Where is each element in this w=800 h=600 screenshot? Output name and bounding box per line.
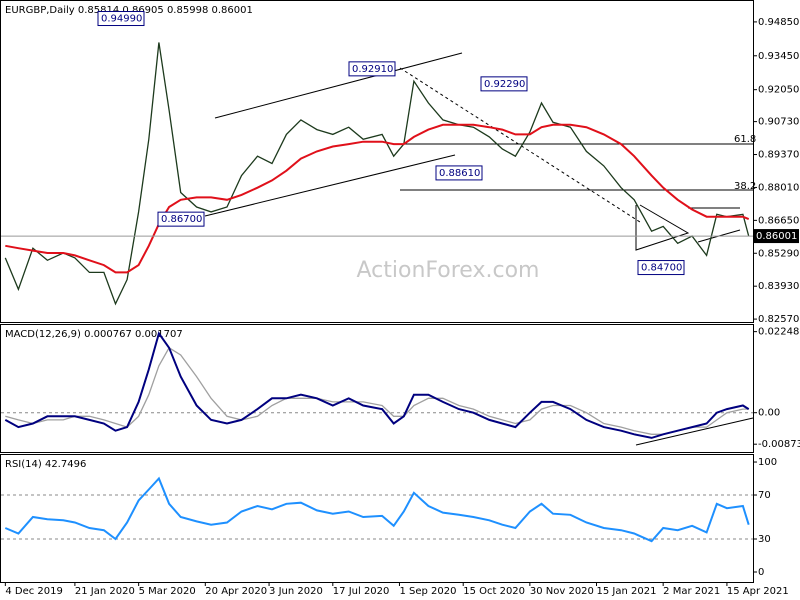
x-tick-label: 20 Apr 2020 [205,586,267,597]
x-tick-label: 2 Mar 2021 [663,586,720,597]
y-tick-label: -0.008736 [758,439,800,450]
y-tick-label: 0 [758,567,764,578]
y-tick-label: 100 [758,457,777,468]
macd-title: MACD(12,26,9) 0.000767 0.001707 [5,329,183,340]
y-tick-label: 0.89370 [758,150,799,161]
triangle [635,204,690,251]
y-tick-label: 0.00 [758,408,780,419]
annotation-label: 0.94990 [101,14,142,25]
annotation-label: 0.86700 [161,214,202,225]
x-tick-label: 30 Nov 2020 [530,586,594,597]
series-line [4,476,750,543]
annotation-box [157,211,205,227]
y-tick-label: 0.90730 [758,117,799,128]
annotation-label: 0.84700 [641,263,682,274]
x-tick-label: 1 Sep 2020 [399,586,456,597]
y-tick-label: 0.82570 [758,314,799,325]
annotation-label: 0.92290 [484,79,525,90]
y-tick-label: 70 [758,490,771,501]
fib-label: 38.2 [734,181,756,192]
y-tick-label: 0.88010 [758,182,799,193]
annotation-box [637,260,685,276]
x-tick-label: 3 Jun 2020 [269,586,323,597]
watermark: ActionForex.com [357,258,540,283]
macd-trend [635,417,754,446]
series-line [4,331,750,439]
series-line [4,42,750,306]
macd-panel [0,324,754,453]
rsi-panel [0,454,754,583]
last-price-box [753,229,799,244]
x-tick-label: 15 Oct 2020 [463,586,525,597]
x-tick-label: 21 Jan 2020 [75,586,135,597]
y-tick-label: 0.86650 [758,215,799,226]
y-tick-label: 0.94850 [758,17,799,28]
x-tick-label: 5 Mar 2020 [139,586,196,597]
annotation-label: 0.88610 [439,168,480,179]
y-tick-label: 0.83930 [758,281,799,292]
y-tick-label: 0.85290 [758,248,799,259]
annotation-label: 0.92910 [352,64,393,75]
y-tick-label: 30 [758,534,771,545]
annotation-box [480,76,528,92]
annotation-box [435,165,483,181]
x-tick-label: 15 Jan 2021 [597,586,657,597]
x-tick-label: 17 Jul 2020 [333,586,390,597]
rsi-title: RSI(14) 42.7496 [5,459,86,470]
trend-lines [204,52,754,446]
channel-top [214,52,463,119]
fib-label: 61.8 [734,134,756,145]
y-tick-label: 0.022482 [758,327,800,338]
series-line [5,123,750,274]
x-tick-label: 15 Apr 2021 [727,586,789,597]
channel-bottom [204,154,456,217]
last-price-label: 0.86001 [756,231,797,242]
y-tick-label: 0.92050 [758,85,799,96]
x-tick-label: 4 Dec 2019 [5,586,63,597]
price-panel [0,0,754,323]
annotation-box [348,61,396,77]
chart-title: EURGBP,Daily 0.85814 0.86905 0.85998 0.8… [5,5,253,16]
annotation-box [97,11,145,27]
y-tick-label: 0.93450 [758,51,799,62]
